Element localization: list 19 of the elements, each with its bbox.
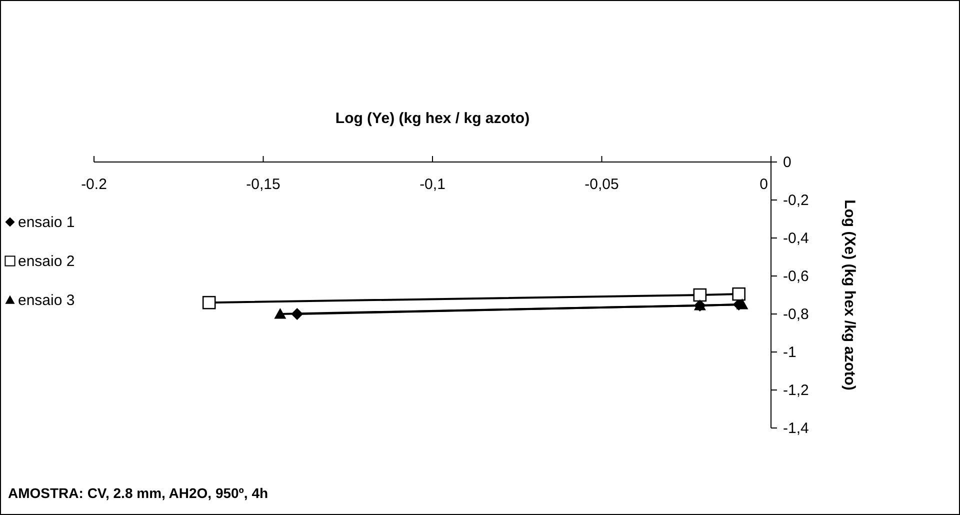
x-axis-title: Log (Ye) (kg hex / kg azoto) <box>335 110 530 127</box>
x-tick-label: 0 <box>760 176 768 193</box>
y-axis-title: Log (Xe) (kg hex /kg azoto) <box>841 200 858 390</box>
x-tick-label: -0,1 <box>420 176 446 193</box>
y-tick-label: -0,6 <box>783 268 809 285</box>
y-tick-label: -1 <box>783 344 796 361</box>
y-tick-label: -0,8 <box>783 306 809 323</box>
y-tick-label: -0,4 <box>783 230 809 247</box>
x-tick-label: -0,15 <box>246 176 280 193</box>
y-tick-label: 0 <box>783 154 792 171</box>
legend-label: ensaio 3 <box>18 292 75 309</box>
x-tick-label: -0,05 <box>584 176 619 193</box>
legend-label: ensaio 1 <box>18 214 75 231</box>
text: AMOSTRA: CV, 2.8 mm, AH2O, 950º, 4h <box>8 485 268 501</box>
x-tick-label: -0.2 <box>81 176 107 193</box>
y-tick-label: -0,2 <box>783 192 809 209</box>
y-tick-label: -1,2 <box>783 382 809 399</box>
y-tick-label: -1,4 <box>783 420 809 437</box>
legend-label: ensaio 2 <box>18 253 75 270</box>
